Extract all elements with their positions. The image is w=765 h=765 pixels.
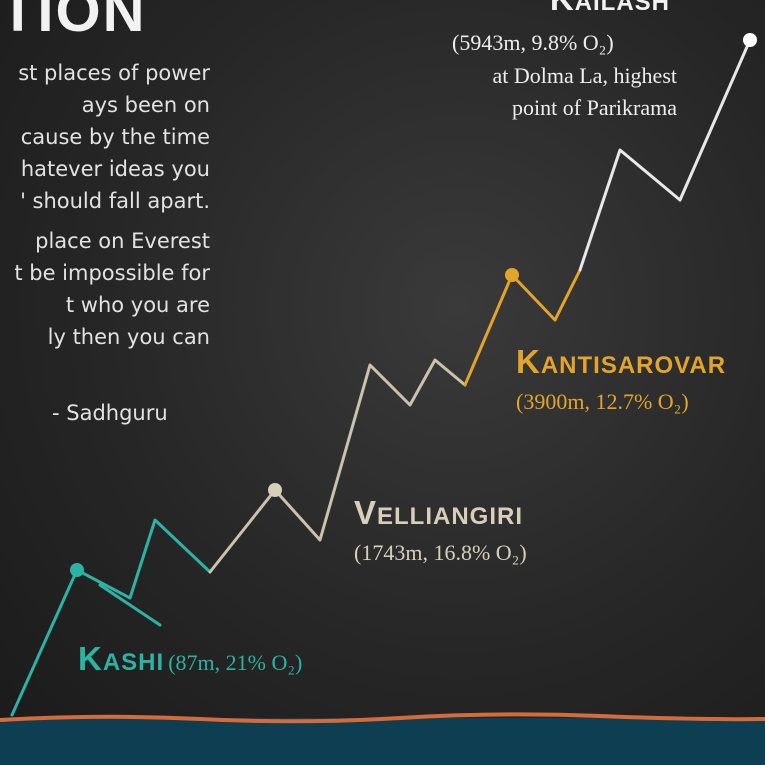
water [0,718,765,765]
label-velliangiri: VELLIANGIRI (1743m, 16.8% O₂) [354,494,527,566]
stop-detail: (3900m, 12.7% O₂) [516,389,726,415]
note-line: at Dolma La, highest [492,60,677,92]
quote-line: ' should fall apart. [0,185,210,217]
stop-detail: (87m, 21% O₂) [168,650,302,675]
quote-line: ly then you can [0,321,210,353]
stop-name: KAILASH [550,0,670,18]
label-kantisarovar: KANTISAROVAR (3900m, 12.7% O₂) [516,343,726,415]
stop-name: KANTISAROVAR [516,343,726,381]
title: TION [0,0,147,45]
dot-kashi [70,563,84,577]
stop-note: at Dolma La, highest point of Parikrama [492,60,677,124]
label-kashi: KASHI (87m, 21% O₂) [78,640,302,678]
quote-line: cause by the time [0,121,210,153]
quote-line: hatever ideas you [0,153,210,185]
note-line: point of Parikrama [492,92,677,124]
dot-kantisarovar [505,268,519,282]
stop-name: VELLIANGIRI [354,494,527,532]
stop-detail: (5943m, 9.8% O₂) [452,30,614,56]
stop-detail: (1743m, 16.8% O₂) [354,540,527,566]
quote-line: t who you are [0,289,210,321]
trail-ridge [100,585,160,625]
dot-velliangiri [268,483,282,497]
quote-author: - Sadhguru [52,397,168,429]
stop-name: KASHI [78,640,164,678]
quote-line: place on Everest [0,225,210,257]
quote-line: ays been on [0,89,210,121]
label-kailash: KAILASH [550,0,670,18]
dot-kailash [743,33,757,47]
trail-kashi [12,520,210,715]
quote-line: t be impossible for [0,257,210,289]
quote-line: st places of power [0,57,210,89]
page: TION st places of powerays been oncause … [0,0,765,765]
